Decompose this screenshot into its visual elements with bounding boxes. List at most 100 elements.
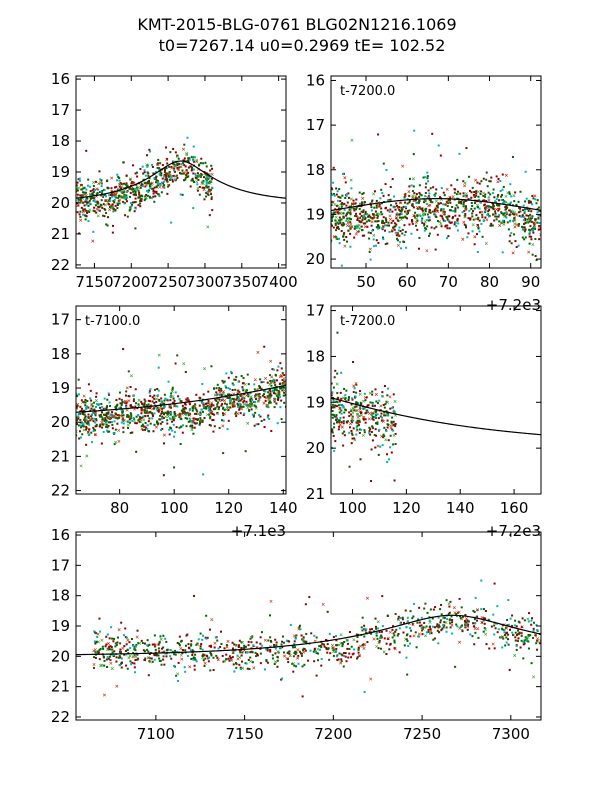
data-point [158,659,161,662]
data-point [522,204,525,207]
data-point [506,633,509,636]
data-point [260,644,263,647]
data-point [335,229,338,232]
data-point [252,666,256,670]
data-point [359,458,362,461]
data-point [282,641,285,644]
data-point [272,398,277,402]
data-point [85,443,88,446]
data-point [470,207,473,210]
data-point [200,173,203,176]
data-point [159,407,163,411]
data-point [348,217,351,220]
data-point [160,401,163,404]
data-point [167,380,170,383]
x-tick-label: 100 [160,499,189,517]
data-point [126,638,130,642]
data-point [85,406,88,409]
data-point [356,657,359,660]
data-point [95,395,98,398]
data-point [168,170,171,173]
data-point [434,209,438,213]
data-point [473,207,476,210]
data-point [141,403,144,406]
data-point [425,202,428,205]
data-point [338,406,342,410]
data-point [398,627,401,630]
data-point [89,397,92,400]
data-point [224,407,228,411]
data-point [520,632,523,635]
data-point [146,639,149,642]
data-point [510,201,513,204]
data-point [408,199,411,202]
data-point [128,654,132,658]
data-point [174,391,177,394]
data-point [188,158,191,161]
data-point [79,464,83,468]
data-point [280,643,283,646]
data-point [336,644,339,647]
data-point [174,362,177,365]
data-point [175,426,178,429]
data-point [126,200,129,203]
data-point [172,402,175,405]
data-point [194,172,197,175]
data-point [511,212,514,215]
data-point [335,647,338,650]
data-point [82,213,85,216]
data-point [115,399,118,402]
axes-frame [75,531,542,721]
data-point [421,209,424,212]
data-point [454,665,457,668]
data-point [510,232,513,235]
data-point [465,621,468,624]
data-point [276,393,280,397]
data-point [440,208,443,211]
data-point [266,416,269,419]
data-point [89,389,92,392]
data-point [100,185,103,188]
data-point [195,643,198,646]
data-point [251,661,254,664]
data-point [148,653,151,656]
data-point [107,657,110,660]
data-point [332,166,335,169]
data-point [341,172,344,175]
data-point [464,621,467,624]
data-point [338,237,341,240]
data-point [465,147,468,150]
data-point [119,650,122,653]
data-point [172,397,175,400]
data-point [157,389,160,392]
data-point [161,177,164,180]
data-point [383,426,386,429]
data-point [352,207,355,210]
data-point [406,210,409,213]
data-point [345,638,349,642]
data-point [308,596,311,599]
data-point [194,403,197,406]
data-point [518,214,521,217]
data-point [303,640,306,643]
data-point [332,386,335,389]
data-point [376,413,379,416]
data-point [299,628,302,631]
data-point [119,648,122,651]
data-point [132,417,135,420]
data-point [128,209,131,212]
data-point [363,216,366,219]
data-point [124,627,127,630]
data-point [271,657,274,660]
data-point [96,632,100,636]
data-point [234,388,237,391]
data-point [414,194,418,198]
data-point [399,241,402,244]
data-point [202,404,206,408]
data-point [336,221,339,224]
data-point [136,186,139,189]
data-point [174,174,178,178]
data-point [390,221,393,224]
data-point [358,207,361,210]
data-point [145,408,149,412]
